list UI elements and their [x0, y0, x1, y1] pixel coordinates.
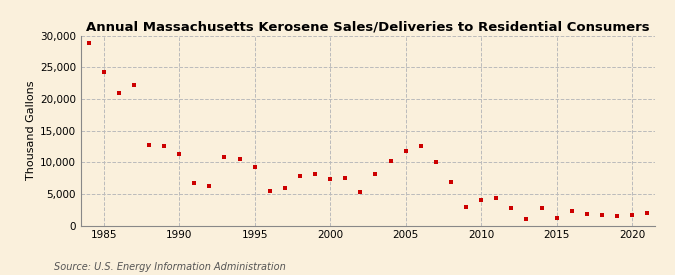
Point: [144, 143, 155, 147]
Title: Annual Massachusetts Kerosene Sales/Deliveries to Residential Consumers: Annual Massachusetts Kerosene Sales/Deli…: [86, 20, 649, 33]
Point: [265, 188, 275, 193]
Point: [536, 206, 547, 210]
Point: [521, 216, 532, 221]
Point: [385, 159, 396, 163]
Point: [460, 205, 471, 209]
Point: [219, 154, 230, 159]
Point: [491, 196, 502, 200]
Point: [249, 165, 260, 169]
Point: [113, 90, 124, 95]
Point: [310, 172, 321, 177]
Point: [83, 40, 94, 45]
Point: [612, 214, 622, 218]
Point: [400, 149, 411, 153]
Point: [355, 190, 366, 194]
Point: [189, 181, 200, 185]
Point: [551, 216, 562, 220]
Y-axis label: Thousand Gallons: Thousand Gallons: [26, 81, 36, 180]
Point: [128, 83, 139, 87]
Point: [506, 206, 517, 210]
Point: [294, 173, 305, 178]
Point: [204, 184, 215, 188]
Point: [415, 144, 426, 148]
Point: [566, 209, 577, 213]
Point: [446, 180, 456, 185]
Point: [476, 197, 487, 202]
Point: [325, 177, 335, 182]
Point: [370, 171, 381, 176]
Point: [626, 213, 637, 218]
Point: [597, 213, 608, 218]
Text: Source: U.S. Energy Information Administration: Source: U.S. Energy Information Administ…: [54, 262, 286, 272]
Point: [99, 70, 109, 75]
Point: [431, 160, 441, 164]
Point: [279, 185, 290, 190]
Point: [234, 157, 245, 161]
Point: [340, 176, 350, 180]
Point: [159, 144, 169, 148]
Point: [581, 212, 592, 216]
Point: [173, 152, 184, 156]
Point: [642, 211, 653, 215]
